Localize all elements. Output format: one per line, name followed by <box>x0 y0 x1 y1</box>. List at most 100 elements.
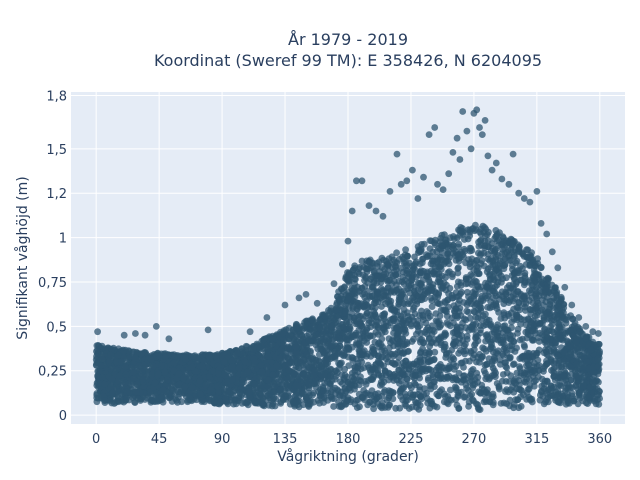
scatter-point <box>492 299 500 307</box>
scatter-point <box>411 379 418 387</box>
scatter-point <box>455 264 462 272</box>
scatter-point <box>547 323 554 331</box>
scatter-point <box>556 335 564 343</box>
scatter-point <box>551 364 558 371</box>
scatter-point <box>426 342 434 350</box>
scatter-point <box>431 348 439 356</box>
scatter-point <box>441 299 449 307</box>
scatter-point <box>555 359 563 367</box>
scatter-point <box>513 369 521 377</box>
scatter-point <box>404 279 412 287</box>
scatter-point <box>523 246 530 254</box>
scatter-point <box>458 288 465 296</box>
scatter-point <box>478 381 486 389</box>
data-points <box>92 106 603 413</box>
scatter-point <box>533 284 540 291</box>
scatter-point <box>484 255 492 263</box>
scatter-point <box>508 346 516 354</box>
scatter-point <box>380 315 388 323</box>
scatter-point <box>481 232 489 240</box>
scatter-point <box>550 328 557 336</box>
scatter-point <box>521 278 529 285</box>
scatter-point <box>106 357 114 364</box>
scatter-point <box>531 313 539 320</box>
scatter-point <box>532 271 539 279</box>
scatter-point <box>565 338 572 346</box>
scatter-point <box>446 284 454 292</box>
scatter-point <box>269 371 277 378</box>
scatter-point <box>113 358 121 366</box>
scatter-point <box>515 298 523 306</box>
scatter-point <box>487 298 495 306</box>
scatter-point <box>427 294 435 302</box>
scatter-point <box>550 373 558 380</box>
scatter-point <box>513 257 521 265</box>
scatter-point <box>387 287 395 295</box>
scatter-point <box>546 303 554 311</box>
scatter-point <box>487 338 494 346</box>
scatter-point <box>292 391 300 399</box>
scatter-point <box>497 315 505 322</box>
scatter-point <box>520 369 528 377</box>
scatter-point <box>416 260 424 268</box>
scatter-point <box>381 310 389 318</box>
scatter-point <box>454 391 462 399</box>
scatter-point <box>403 340 411 347</box>
scatter-point <box>351 371 359 379</box>
scatter-point <box>522 328 530 336</box>
scatter-point <box>379 399 386 407</box>
scatter-point <box>351 363 359 370</box>
scatter-point <box>148 397 156 404</box>
scatter-point <box>533 350 540 357</box>
scatter-point <box>106 397 114 405</box>
scatter-point <box>561 357 568 365</box>
scatter-point <box>190 353 197 360</box>
scatter-point <box>414 317 422 325</box>
scatter-point <box>577 394 584 402</box>
scatter-point <box>170 367 178 375</box>
scatter-point <box>265 353 272 360</box>
scatter-point <box>475 238 482 246</box>
scatter-point <box>486 270 494 278</box>
scatter-point <box>534 356 542 364</box>
scatter-point <box>423 330 431 338</box>
scatter-point <box>449 341 457 348</box>
scatter-point <box>469 289 477 296</box>
scatter-point <box>345 362 353 369</box>
scatter-point <box>314 397 322 404</box>
scatter-point <box>567 350 574 358</box>
scatter-point <box>437 283 445 290</box>
scatter-point <box>402 397 410 405</box>
scatter-point <box>199 351 206 359</box>
scatter-point <box>516 336 524 344</box>
scatter-point <box>502 274 510 282</box>
scatter-point <box>123 395 130 402</box>
scatter-point <box>335 365 343 372</box>
scatter-point <box>170 359 178 367</box>
scatter-point <box>473 358 480 366</box>
scatter-point <box>412 398 419 406</box>
scatter-point <box>135 362 143 370</box>
scatter-point <box>328 322 336 330</box>
scatter-point <box>396 373 403 381</box>
scatter-point <box>410 360 417 368</box>
scatter-point <box>389 315 397 323</box>
scatter-point <box>585 394 592 401</box>
scatter-point <box>564 390 571 398</box>
scatter-point <box>484 303 492 311</box>
scatter-point <box>467 258 475 266</box>
scatter-point <box>397 392 404 400</box>
scatter-point <box>354 283 361 291</box>
scatter-point <box>376 382 384 389</box>
scatter-point <box>275 370 283 378</box>
scatter-point <box>326 380 334 387</box>
scatter-point <box>395 277 403 285</box>
scatter-point <box>132 354 139 362</box>
scatter-point <box>305 364 313 372</box>
scatter-point <box>202 381 210 389</box>
scatter-point <box>109 389 116 397</box>
scatter-point <box>446 386 454 394</box>
scatter-point <box>318 362 325 370</box>
scatter-point <box>332 306 340 314</box>
